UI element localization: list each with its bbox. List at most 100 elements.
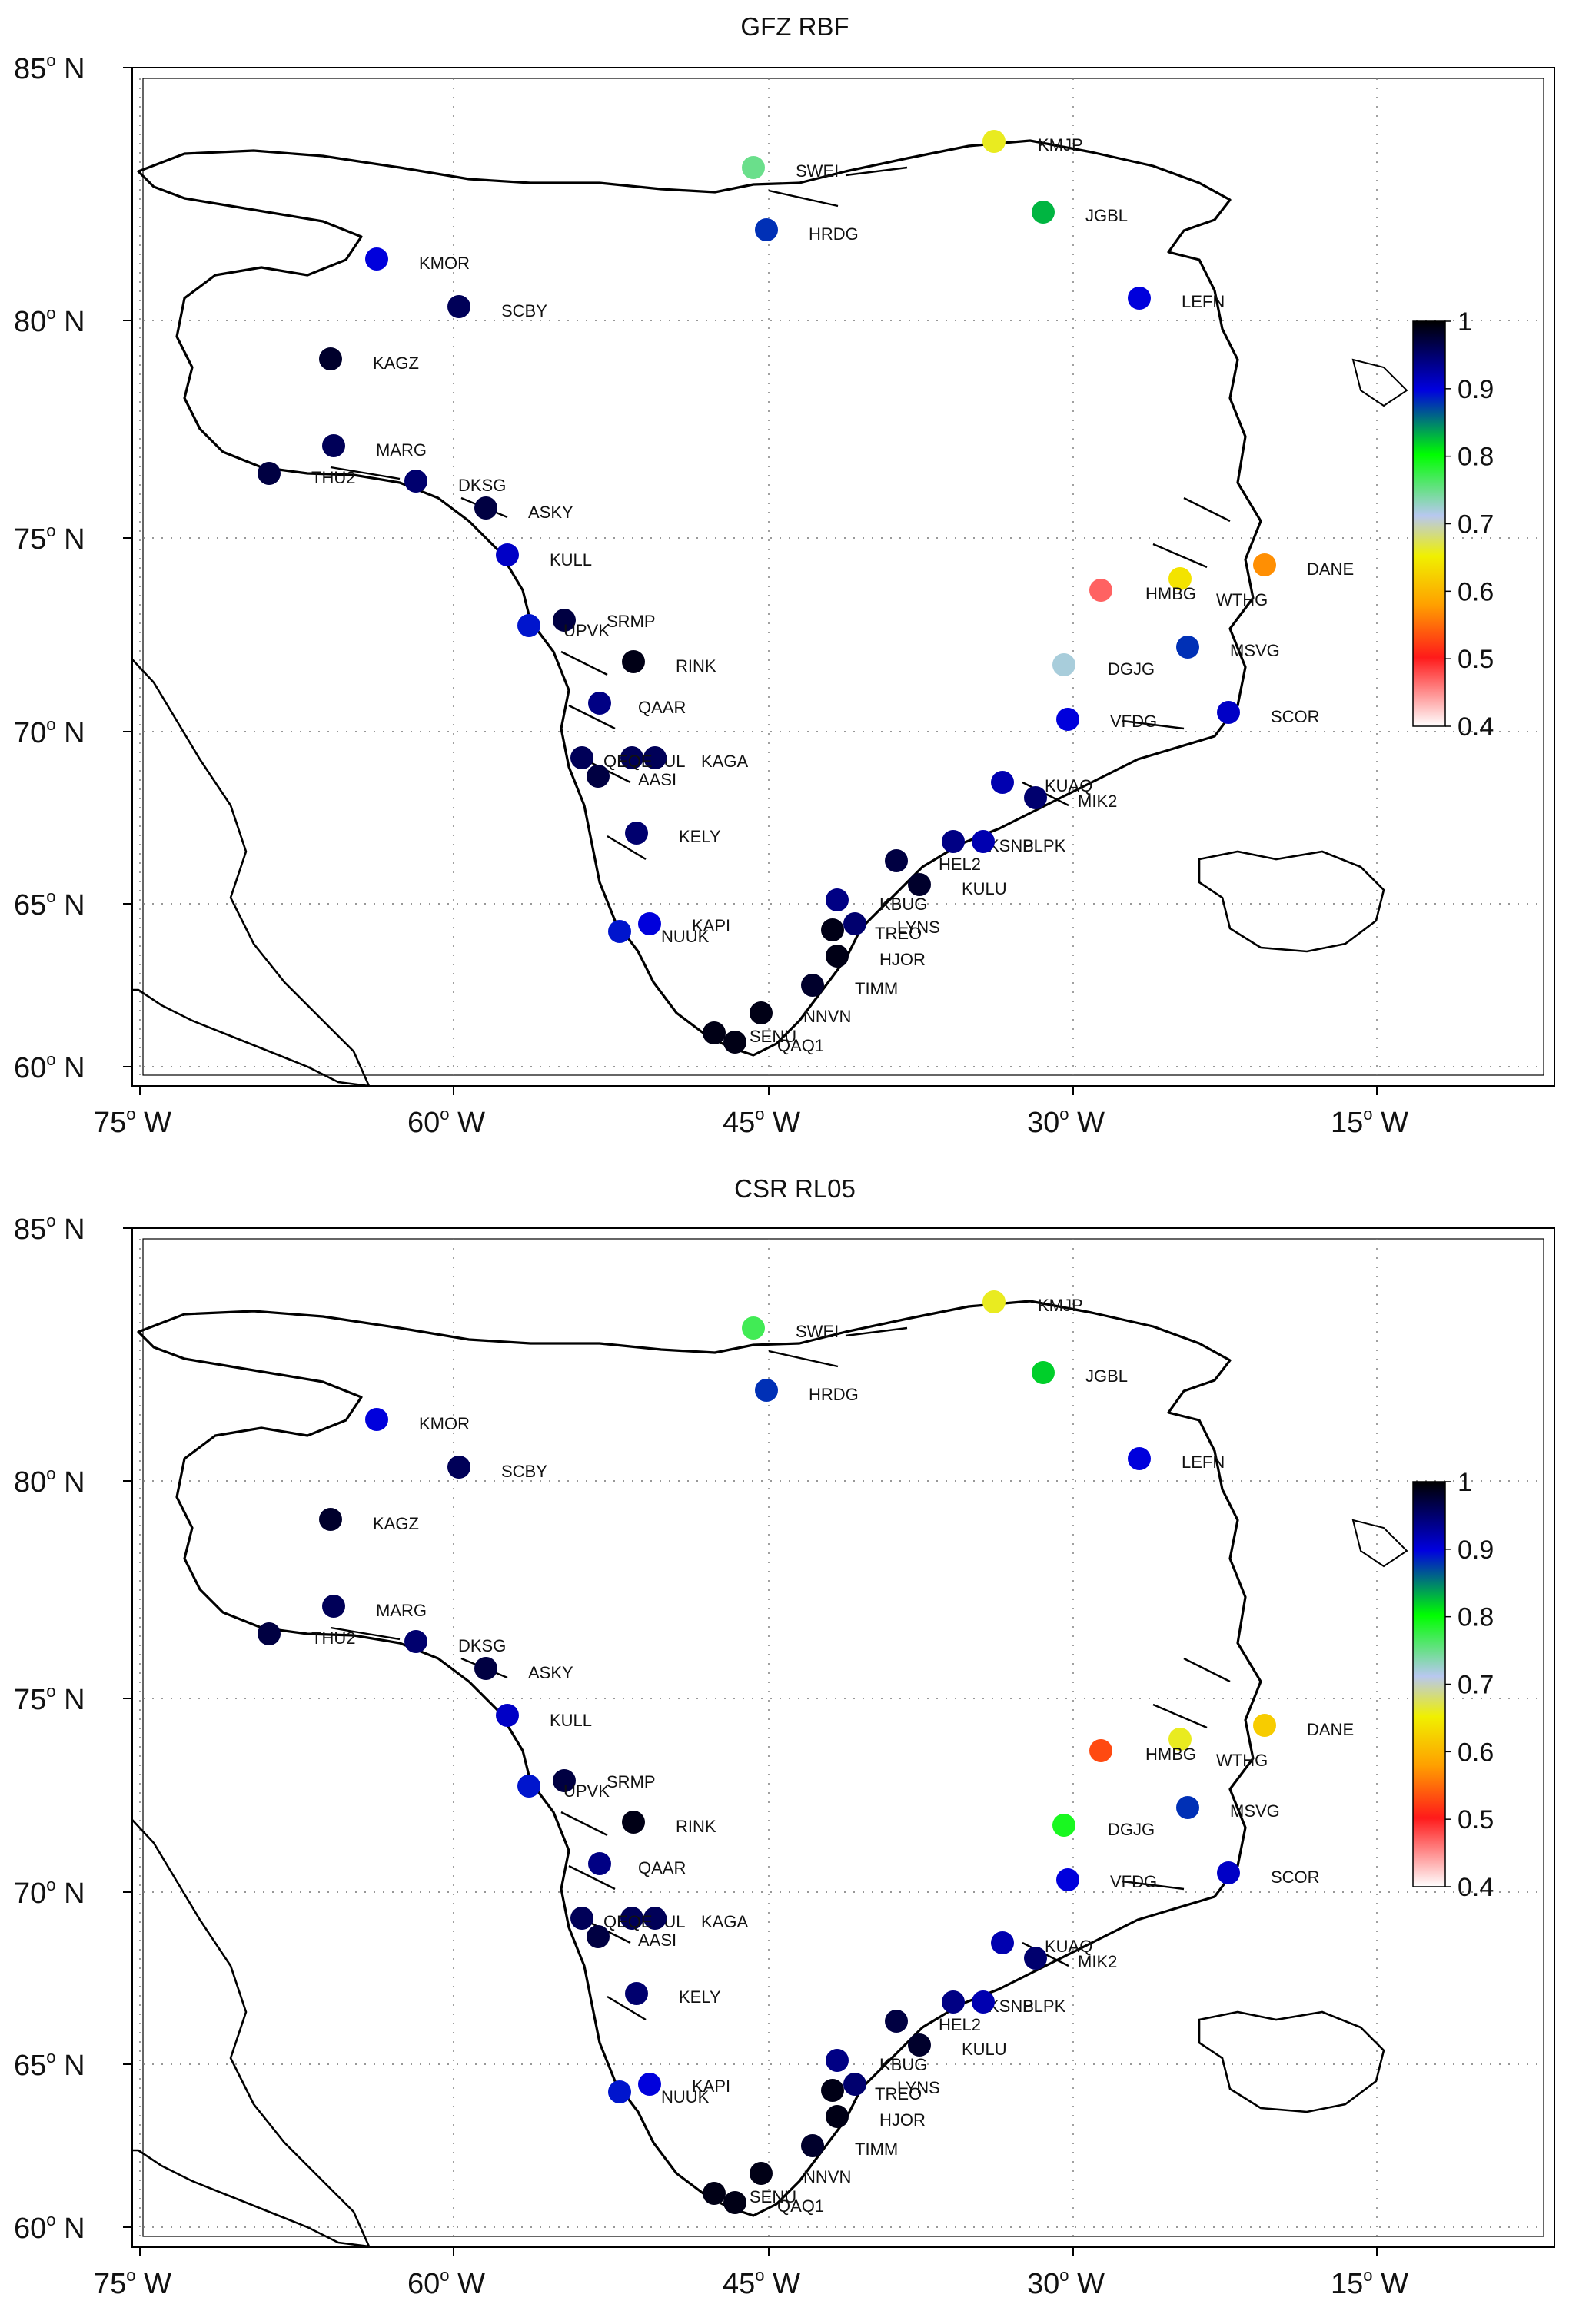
station-marker-marg [322,434,345,457]
station-marker-asky [474,1657,497,1680]
station-label-nnvn: NNVN [803,2167,851,2186]
island-coastline [1351,1519,1408,1568]
station-marker-hmbg [1089,579,1112,602]
station-label-aasi: AASI [638,1931,676,1950]
station-label-kulu: KULU [962,879,1007,898]
station-marker-scby [447,1456,470,1479]
station-label-kbug: KBUG [879,2055,927,2074]
station-label-lefn: LEFN [1182,292,1225,311]
station-label-qaq1: QAQ1 [777,1036,824,1055]
colorbar-tick-label: 0.5 [1458,1805,1494,1834]
station-marker-plpk [972,1990,995,2014]
latitude-tick-label: 80o N [14,1464,85,1499]
station-label-rink: RINK [676,656,716,676]
station-label-srmp: SRMP [607,612,656,631]
map-frame [131,67,1555,1087]
station-marker-kely [625,822,648,845]
fjord-line [568,704,616,730]
station-label-kapi: KAPI [692,916,730,935]
station-label-thu2: THU2 [311,468,355,487]
station-label-kull: KULL [550,1711,592,1730]
station-marker-marg [322,1595,345,1618]
fjord-line [560,650,608,676]
station-marker-kmor [365,1408,388,1431]
station-label-kaga: KAGA [701,1912,748,1931]
station-marker-srmp [553,609,576,632]
longitude-tick-label: 15o W [1331,1104,1408,1139]
station-marker-kulu [908,873,931,896]
colorbar-tick-label: 0.9 [1458,375,1494,404]
station-label-vfdg: VFDG [1110,712,1157,731]
fjord-line [607,835,647,861]
station-marker-hel2 [885,2010,908,2033]
station-marker-swei [742,156,765,179]
station-label-mik2: MIK2 [1078,792,1117,811]
latitude-tick-label: 75o N [14,1682,85,1716]
station-marker-jgbl [1032,201,1055,224]
station-marker-dksg [404,1630,427,1653]
baffin-coastline [131,659,371,1087]
coastlines [131,1300,1408,2248]
station-label-ksnb: KSNB [988,1997,1034,2016]
fjord-line [845,166,908,177]
station-marker-kmor [365,247,388,271]
stations: KMJP SWEI HRDG JGBL KMOR SCBY LEFN KAGZ MARG THU2… [258,1290,1354,2216]
station-label-lyns: LYNS [897,2078,940,2097]
station-label-asky: ASKY [528,1663,573,1682]
station-label-ksnb: KSNB [988,836,1034,855]
colorbar-tick-label: 0.7 [1458,1671,1494,1700]
fjord-line [1152,1703,1208,1729]
station-marker-kapi [638,912,661,935]
stations: KMJP SWEI HRDG JGBL KMOR SCBY LEFN KAGZ MARG THU2… [258,130,1354,1055]
station-marker-timm [801,2134,824,2157]
station-label-treo: TREO [875,924,922,943]
station-label-kagz: KAGZ [373,1514,419,1533]
station-label-kagz: KAGZ [373,354,419,373]
latitude-tick-label: 60o N [14,2210,85,2245]
station-marker-srmp [553,1769,576,1792]
station-marker-lefn [1128,1447,1151,1470]
station-marker-asky [474,496,497,520]
iceland-coastline [1198,850,1385,953]
station-marker-kmjp [982,1290,1006,1313]
station-label-asky: ASKY [528,503,573,522]
fjord-line [768,1350,839,1368]
latitude-tick-label: 70o N [14,1875,85,1910]
station-label-qaq1: QAQ1 [777,2196,824,2216]
station-label-mik2: MIK2 [1078,1952,1117,1971]
station-label-kapi: KAPI [692,2077,730,2096]
station-label-dgjg: DGJG [1108,1820,1155,1839]
station-marker-hjor [826,945,849,968]
latitude-tick-label: 65o N [14,2047,85,2082]
station-label-thu2: THU2 [311,1628,355,1648]
map-panel-2: CSR RL05 85o N 80o N 75o N 70o N 65o N 60o N 75… [14,1174,1555,2300]
station-marker-treo [821,918,844,941]
station-marker-scby [447,295,470,318]
station-marker-hrdg [755,1379,778,1402]
station-marker-kmjp [982,130,1006,153]
station-marker-jgbl [1032,1361,1055,1384]
station-marker-kaga [643,746,667,769]
station-marker-hel2 [885,849,908,872]
station-label-vfdg: VFDG [1110,1872,1157,1891]
station-label-kulu: KULU [962,2040,1007,2059]
island-coastline [1351,358,1408,407]
station-label-hrdg: HRDG [809,1385,859,1404]
fjord-line [768,189,839,208]
station-marker-lyns [843,912,866,935]
station-marker-kely [625,1982,648,2005]
station-label-treo: TREO [875,2084,922,2103]
station-label-hjor: HJOR [879,950,926,969]
fjord-line [1183,496,1231,523]
station-marker-qaar [588,692,611,715]
station-label-msvg: MSVG [1230,1801,1280,1821]
colorbar-tick-label: 0.9 [1458,1536,1494,1565]
station-marker-qaar [588,1852,611,1875]
station-marker-timm [801,974,824,997]
station-label-dane: DANE [1307,1720,1354,1739]
fjord-line [1183,1657,1231,1683]
station-marker-dane [1253,1714,1276,1737]
station-label-jgbl: JGBL [1085,1366,1128,1386]
station-label-wthg: WTHG [1216,1751,1268,1770]
station-label-dane: DANE [1307,559,1354,579]
